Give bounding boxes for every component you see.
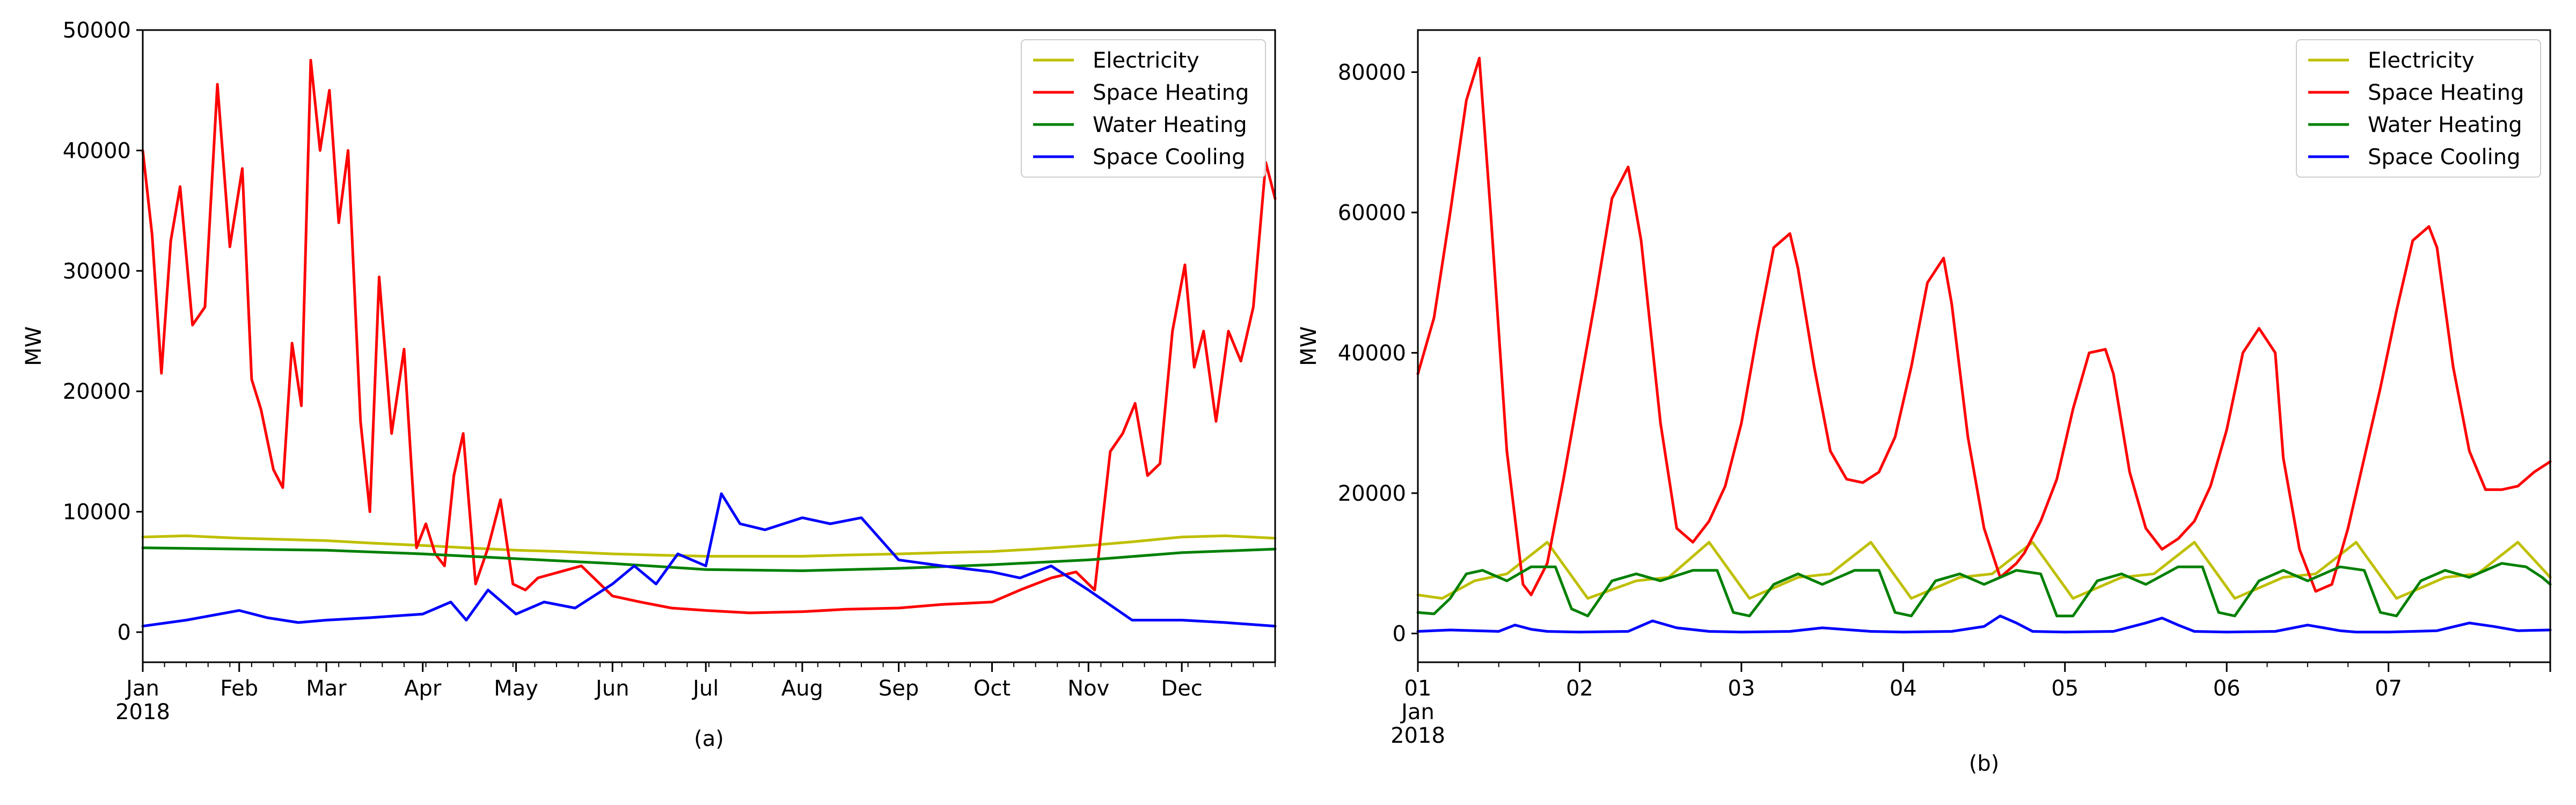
panel-b-y-tick-label: 0: [1393, 621, 1406, 646]
panel-a-legend: Electricity Space Heating Water Heating …: [1021, 39, 1266, 178]
panel-a-y-tick-label: 20000: [63, 379, 131, 404]
panel-a-caption: (a): [694, 727, 724, 751]
panel-b-x-tick-label: 02: [1566, 676, 1593, 701]
panel-b-caption: (b): [1969, 751, 2000, 776]
panel-a-series-line-electricity: [141, 534, 1277, 558]
panel-a-y-tick-label: 30000: [63, 259, 131, 284]
panel-b-legend: Electricity Space Heating Water Heating …: [2296, 39, 2541, 178]
panel-b-y-tick-label: 40000: [1338, 341, 1406, 365]
panel-b-x-tick-sublabel: Jan: [1400, 700, 1435, 724]
panel-b-y-tick-label: 80000: [1338, 60, 1406, 85]
panel-a-series-layer: [141, 58, 1277, 628]
panel-a-x-tick-label: Mar: [306, 676, 347, 701]
panel-b-x-tick-label: 01: [1404, 676, 1432, 701]
panel-b-y-tick-label: 20000: [1338, 481, 1406, 506]
panel-b-series-line-space-cooling: [1416, 614, 2552, 634]
panel-a-legend-label-space-heating: Space Heating: [1093, 80, 1249, 105]
panel-a-series-line-space-heating: [141, 58, 1277, 614]
panel-a-x-tick-label: Nov: [1067, 676, 1109, 701]
panel-a-y-axis-label: MW: [21, 326, 46, 366]
panel-a-y-tick-label: 40000: [63, 138, 131, 163]
panel-b-series-layer: [1416, 56, 2552, 634]
panel-a-x-tick-sublabel: 2018: [115, 700, 170, 724]
panel-b-x-tick-label: 03: [1728, 676, 1755, 701]
panel-a-x-tick-label: Sep: [879, 676, 919, 701]
panel-a-legend-label-space-cooling: Space Cooling: [1093, 145, 1245, 170]
panel-a-x-tick-label: Apr: [404, 676, 442, 701]
panel-b-y-axis-label: MW: [1297, 326, 1321, 366]
panel-a-y-ticks: 0 10000 20000 30000 40000 50000: [63, 18, 143, 645]
panel-b-series-line-electricity: [1416, 540, 2552, 600]
panel-b-x-tick-label: 07: [2375, 676, 2402, 701]
panel-b-x-tick-label: 04: [1890, 676, 1917, 701]
panel-b-x-tick-label: 06: [2213, 676, 2241, 701]
panel-a-y-tick-label: 0: [118, 620, 131, 645]
panel-a-y-tick-label: 50000: [63, 18, 131, 43]
panel-a-legend-box: [1021, 39, 1266, 178]
panel-a-x-tick-label: Jan: [125, 676, 159, 701]
panel-a-x-tick-label: May: [494, 676, 538, 701]
panel-a-x-tick-label: Feb: [220, 676, 258, 701]
panel-a-series-line-water-heating: [141, 546, 1277, 572]
panel-a-x-tick-label: Jul: [691, 676, 719, 701]
panel-a-x-tick-label: Dec: [1161, 676, 1202, 701]
panel-b-x-tick-label: 05: [2051, 676, 2079, 701]
panel-a-x-tick-label: Oct: [974, 676, 1011, 701]
panel-b-x-tick-sublabel: 2018: [1391, 723, 1445, 748]
panel-b-y-ticks: 0 20000 40000 60000 80000: [1338, 60, 1418, 646]
panel-a-x-tick-label: Aug: [781, 676, 823, 701]
panel-a-x-tick-label: Jun: [594, 676, 630, 701]
panel-b-legend-box: [2296, 39, 2541, 178]
panel-a-legend-label-electricity: Electricity: [1093, 48, 1199, 73]
panel-a-y-tick-label: 10000: [63, 500, 131, 525]
panel-b-legend-label-space-heating: Space Heating: [2368, 80, 2524, 105]
panel-a-legend-label-water-heating: Water Heating: [1093, 113, 1247, 137]
panel-b-legend-label-water-heating: Water Heating: [2368, 113, 2522, 137]
panel-b-y-tick-label: 60000: [1338, 201, 1406, 225]
panel-a-series-line-space-cooling: [141, 492, 1277, 628]
panel-b-legend-label-electricity: Electricity: [2368, 48, 2475, 73]
panel-b-series-line-space-heating: [1416, 56, 2552, 596]
panel-b-series-line-water-heating: [1416, 562, 2552, 618]
panel-b-legend-label-space-cooling: Space Cooling: [2368, 145, 2520, 170]
